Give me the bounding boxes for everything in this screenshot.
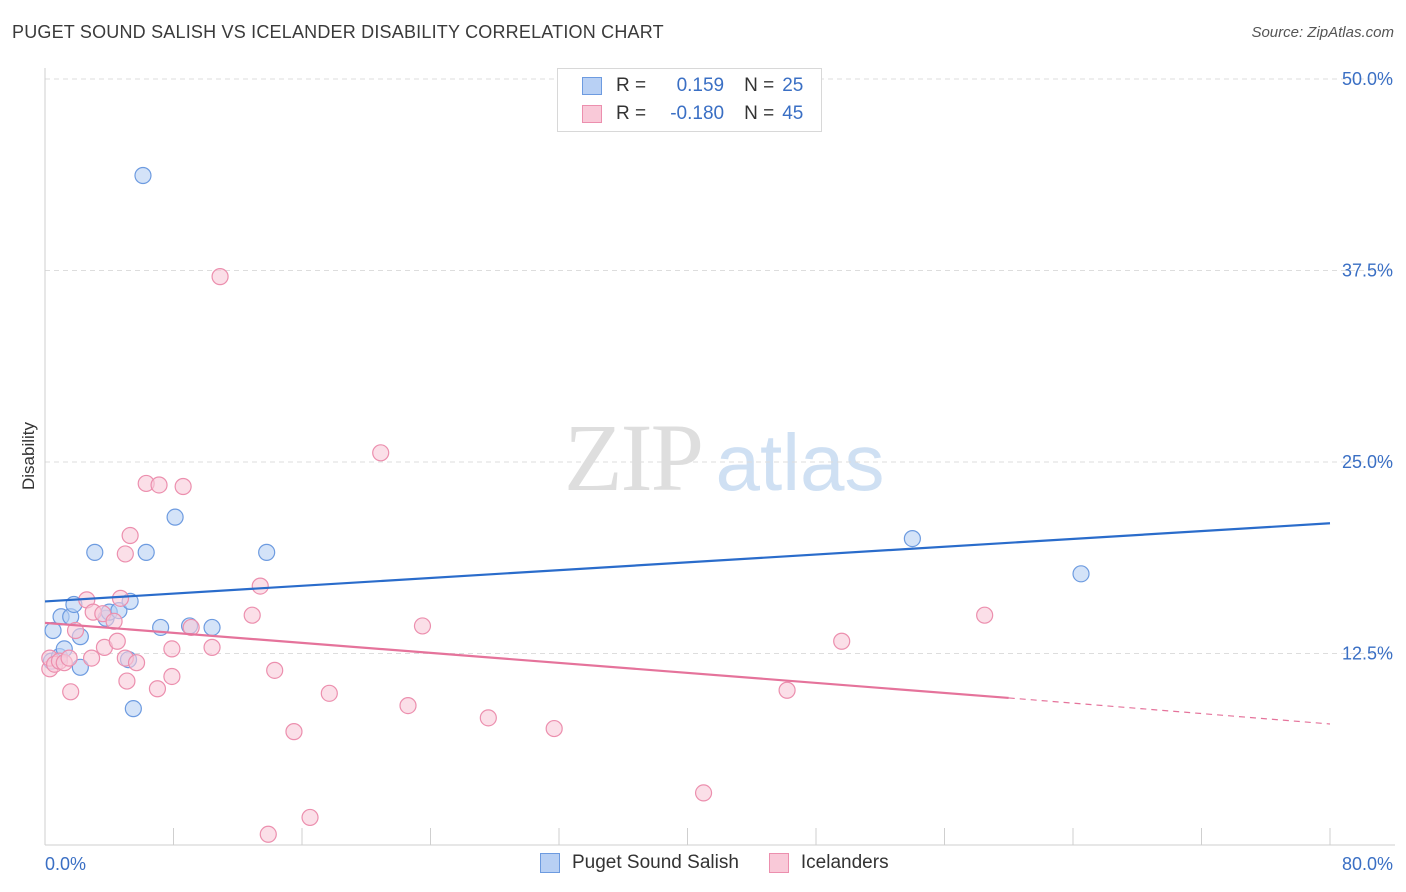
puget-sound-salish-point [258, 543, 276, 561]
puget-sound-salish-point [203, 618, 221, 637]
icelanders-point [251, 577, 269, 595]
r-value: -0.180 [670, 103, 725, 124]
icelanders-point [399, 696, 417, 715]
stats-legend: R = 0.159 N = 25 R = -0.180 N = 45 [557, 68, 822, 132]
r-label: R = [616, 103, 647, 124]
puget-sound-salish-point [903, 529, 921, 548]
icelanders-point [259, 825, 277, 843]
icelanders-point [182, 618, 200, 637]
trend-line-icelanders-extension [1008, 697, 1331, 725]
icelanders-point [163, 667, 181, 686]
icelanders-point [150, 476, 168, 494]
puget-sound-salish-point [134, 166, 152, 185]
blue-swatch [582, 77, 602, 95]
icelanders-point [60, 649, 78, 667]
stats-row-blue: R = 0.159 N = 25 [582, 74, 803, 98]
r-label: R = [616, 75, 647, 96]
icelanders-point [372, 444, 390, 462]
puget-sound-salish-point [124, 700, 142, 718]
watermark-zip: ZIP [564, 404, 702, 511]
icelanders-point [118, 672, 136, 690]
legend-label-puget-sound-salish: Puget Sound Salish [572, 852, 739, 873]
x-tick-label: 80.0% [1342, 854, 1393, 874]
n-label: N = [744, 75, 775, 96]
n-value: 25 [782, 75, 804, 96]
icelanders-point [121, 526, 139, 545]
icelanders-point [163, 640, 181, 658]
puget-sound-salish-point [71, 658, 89, 676]
y-tick-label: 25.0% [1342, 452, 1393, 472]
icelanders-point [285, 723, 303, 741]
y-tick-label: 50.0% [1342, 69, 1393, 89]
icelanders-point [111, 589, 130, 607]
legend-swatch-pink [768, 853, 789, 873]
trend-line-puget-sound-salish [44, 522, 1331, 603]
puget-sound-salish-point [166, 508, 184, 526]
stats-row-pink: R = -0.180 N = 45 [582, 102, 803, 126]
icelanders-point [413, 617, 432, 635]
icelanders-point [976, 606, 994, 624]
y-tick-label: 12.5% [1342, 644, 1393, 664]
chart-title: PUGET SOUND SALISH VS ICELANDER DISABILI… [12, 22, 664, 42]
icelanders-point [116, 545, 134, 563]
icelanders-point [82, 649, 101, 667]
y-tick-label: 37.5% [1342, 261, 1393, 281]
legend-label-icelanders: Icelanders [800, 852, 889, 873]
icelanders-point [833, 632, 851, 650]
n-label: N = [744, 103, 775, 124]
icelanders-point [148, 680, 167, 698]
icelanders-point [778, 681, 796, 699]
icelanders-point [320, 684, 338, 702]
icelanders-point [127, 654, 146, 672]
icelanders-point [62, 683, 80, 701]
icelanders-point [211, 268, 229, 286]
icelanders-point [545, 719, 563, 738]
n-value: 45 [782, 103, 804, 124]
icelanders-point [108, 632, 126, 650]
legend-swatch-blue [540, 853, 560, 873]
puget-sound-salish-point [86, 543, 104, 561]
y-axis-label: Disability [19, 421, 38, 490]
x-tick-label: 0.0% [45, 854, 86, 874]
icelanders-point [694, 784, 713, 802]
icelanders-point [479, 709, 497, 727]
pink-swatch [582, 105, 602, 123]
icelanders-point [301, 808, 319, 827]
puget-sound-salish-point [1072, 565, 1090, 583]
icelanders-point [203, 638, 221, 656]
icelanders-point [243, 606, 261, 624]
icelanders-point [174, 477, 192, 496]
source-label: Source: ZipAtlas.com [1251, 24, 1394, 41]
r-value: 0.159 [676, 75, 725, 96]
icelanders-point [266, 661, 284, 679]
series-legend: Puget Sound Salish Icelanders [540, 852, 889, 874]
puget-sound-salish-point [137, 543, 155, 561]
trend-line-icelanders [44, 621, 1009, 700]
